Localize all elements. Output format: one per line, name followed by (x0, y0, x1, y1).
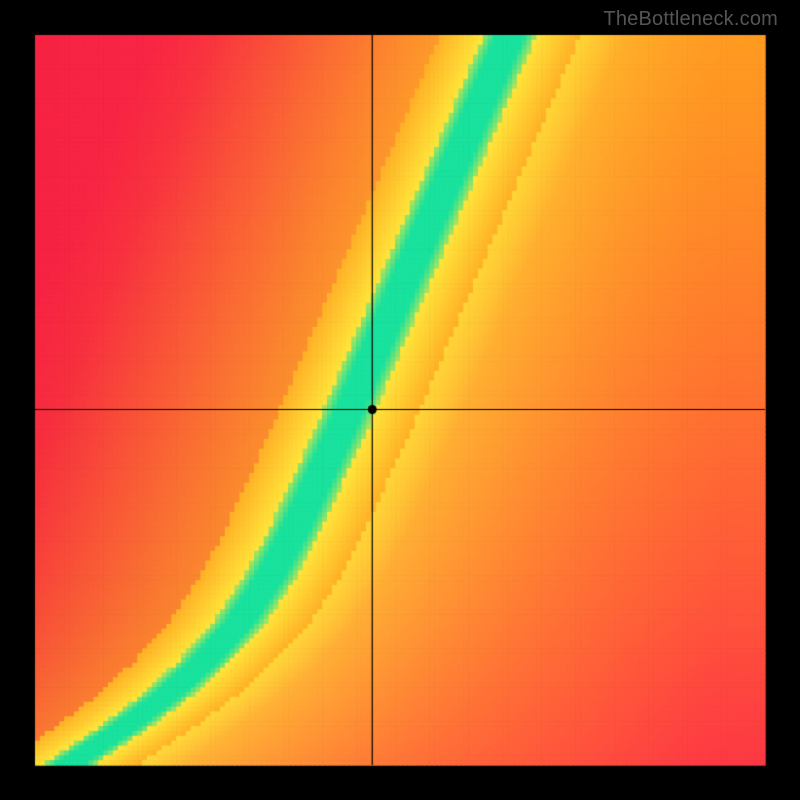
bottleneck-heatmap (0, 0, 800, 800)
watermark-label: TheBottleneck.com (603, 8, 778, 31)
chart-container: { "meta": { "watermark_text": "TheBottle… (0, 0, 800, 800)
